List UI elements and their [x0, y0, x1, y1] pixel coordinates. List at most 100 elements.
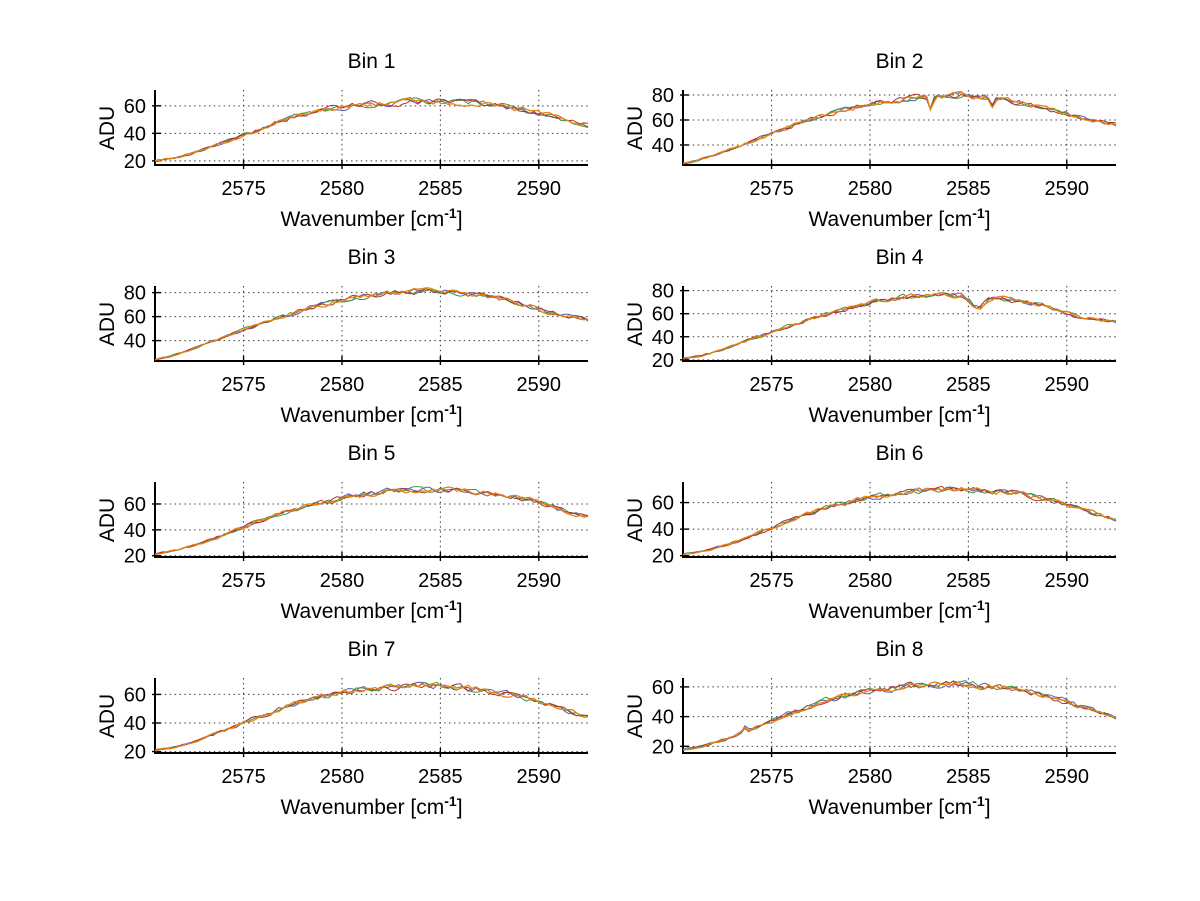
x-tick-label: 2590: [517, 178, 562, 200]
x-tick-label: 2580: [320, 374, 365, 396]
y-tick-label: 40: [652, 707, 674, 729]
x-axis-label: Wavenumber [cm-1]: [280, 205, 463, 231]
spectrum-line: [683, 291, 1117, 359]
bin-7-title: Bin 7: [347, 638, 396, 661]
spectrum-line: [683, 94, 1117, 164]
x-axis-label: Wavenumber [cm-1]: [808, 793, 991, 819]
x-tick-label: 2585: [418, 766, 463, 788]
subplot-bin-7: 2575 2580 2585 2590 20 40 60: [124, 678, 589, 788]
spectrum-line: [683, 292, 1117, 360]
spectrum-line: [155, 98, 589, 162]
y-tick-label: 40: [652, 135, 674, 157]
y-tick-label: 40: [124, 713, 146, 735]
x-tick-label: 2590: [517, 374, 562, 396]
x-tick-label: 2590: [1045, 766, 1090, 788]
x-tick-label: 2585: [946, 178, 991, 200]
y-tick-label: 20: [124, 151, 146, 173]
subplot-bin-5: 2575 2580 2585 2590 20 40 60: [124, 482, 589, 592]
x-tick-label: 2575: [221, 570, 266, 592]
y-axis-label: ADU: [624, 301, 647, 346]
y-axis-label: ADU: [96, 105, 119, 150]
subplot-bin-2: 2575 2580 2585 2590 40 60 80: [652, 85, 1117, 200]
x-tick-label: 2590: [517, 570, 562, 592]
y-tick-label: 60: [652, 677, 674, 699]
x-tick-label: 2585: [946, 374, 991, 396]
y-tick-label: 60: [652, 304, 674, 326]
x-axis-label: Wavenumber [cm-1]: [808, 401, 991, 427]
x-tick-label: 2585: [418, 178, 463, 200]
x-axis-label: Wavenumber [cm-1]: [808, 205, 991, 231]
bin-1-title: Bin 1: [347, 50, 396, 73]
y-tick-label: 40: [124, 520, 146, 542]
y-tick-label: 20: [652, 546, 674, 568]
x-axis-label: Wavenumber [cm-1]: [280, 793, 463, 819]
x-tick-label: 2585: [418, 570, 463, 592]
x-tick-label: 2575: [221, 766, 266, 788]
spectrum-line: [683, 680, 1117, 751]
spectrum-line: [683, 485, 1117, 556]
x-axis-label: Wavenumber [cm-1]: [280, 597, 463, 623]
spectrum-line: [155, 289, 589, 361]
spectrum-line: [683, 486, 1117, 556]
y-tick-label: 20: [124, 742, 146, 764]
bin-4-title: Bin 4: [875, 246, 924, 269]
x-tick-label: 2585: [946, 570, 991, 592]
y-tick-label: 20: [652, 736, 674, 758]
x-tick-label: 2575: [221, 374, 266, 396]
y-tick-label: 40: [652, 327, 674, 349]
spectrum-line: [683, 681, 1117, 750]
spectrum-line: [155, 96, 589, 162]
y-axis-label: ADU: [624, 497, 647, 542]
x-tick-label: 2580: [320, 570, 365, 592]
y-axis-label: ADU: [96, 301, 119, 346]
bin-6-title: Bin 6: [875, 442, 924, 465]
x-tick-label: 2580: [848, 374, 893, 396]
spectrum-line: [683, 291, 1117, 359]
x-tick-label: 2575: [749, 570, 794, 592]
y-axis-label: ADU: [624, 693, 647, 738]
spectrum-line: [683, 679, 1117, 751]
x-tick-label: 2580: [848, 178, 893, 200]
y-tick-label: 40: [124, 123, 146, 145]
y-tick-label: 60: [124, 494, 146, 516]
spectrum-line: [155, 97, 589, 161]
x-tick-label: 2590: [517, 766, 562, 788]
subplot-bin-6: 2575 2580 2585 2590 20 40 60: [652, 482, 1117, 592]
y-tick-label: 80: [124, 283, 146, 305]
y-tick-label: 60: [124, 96, 146, 118]
x-tick-label: 2580: [320, 178, 365, 200]
x-axis-label: Wavenumber [cm-1]: [280, 401, 463, 427]
x-tick-label: 2580: [320, 766, 365, 788]
y-tick-label: 60: [652, 110, 674, 132]
x-tick-label: 2590: [1045, 178, 1090, 200]
x-tick-label: 2575: [749, 374, 794, 396]
spectrum-line: [683, 486, 1117, 555]
spectrum-line: [683, 486, 1117, 555]
y-tick-label: 60: [652, 493, 674, 515]
x-tick-label: 2575: [749, 766, 794, 788]
bin-5-title: Bin 5: [347, 442, 396, 465]
spectrum-line: [155, 682, 589, 751]
x-tick-label: 2580: [848, 766, 893, 788]
bin-2-title: Bin 2: [875, 50, 924, 73]
x-tick-label: 2590: [1045, 374, 1090, 396]
y-axis-label: ADU: [624, 105, 647, 150]
spectrum-line: [155, 486, 589, 555]
bin-3-title: Bin 3: [347, 246, 396, 269]
x-tick-label: 2590: [1045, 570, 1090, 592]
x-tick-label: 2575: [221, 178, 266, 200]
y-tick-label: 20: [124, 546, 146, 568]
y-tick-label: 60: [124, 684, 146, 706]
y-tick-label: 40: [124, 331, 146, 353]
spectrum-line: [155, 288, 589, 361]
y-axis-label: ADU: [96, 693, 119, 738]
spectrum-line: [155, 681, 589, 751]
y-tick-label: 80: [652, 281, 674, 303]
y-tick-label: 80: [652, 85, 674, 107]
subplot-bin-1: 2575 2580 2585 2590 20 40 60: [124, 90, 589, 200]
y-tick-label: 20: [652, 350, 674, 372]
